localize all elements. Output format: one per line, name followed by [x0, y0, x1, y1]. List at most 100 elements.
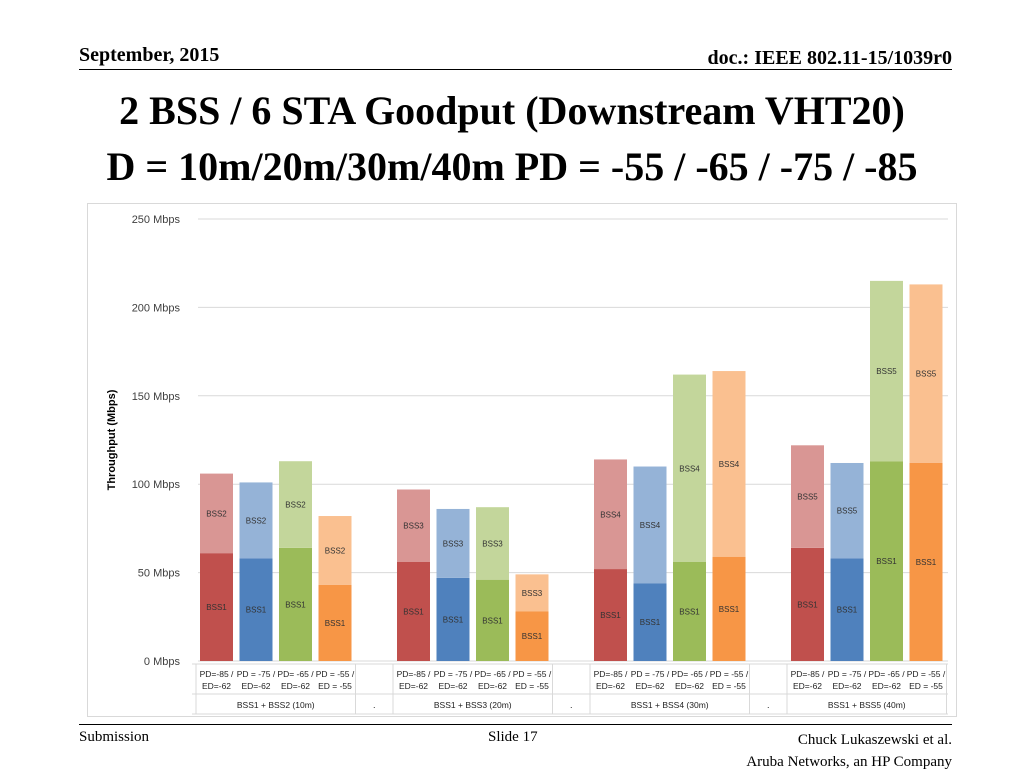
y-tick-label: 100 Mbps	[132, 479, 181, 491]
bar-segment-bss1	[476, 579, 509, 661]
bar-segment-bss1	[909, 462, 943, 661]
category-label-ed: ED = -55	[712, 681, 746, 691]
footer-company: Aruba Networks, an HP Company	[746, 754, 952, 770]
bar-segment-label: BSS1	[916, 558, 937, 567]
bar-segment-bss1	[594, 569, 627, 661]
y-tick-label: 150 Mbps	[132, 391, 181, 403]
bar-segment-label: BSS4	[600, 510, 621, 519]
category-label-pd: PD= -65 /	[474, 669, 511, 679]
bar-segment-label: BSS1	[206, 603, 227, 612]
bar-segment-bss1	[515, 611, 549, 661]
bar-segment-bss2	[318, 516, 352, 585]
group-separator-label: .	[767, 700, 770, 710]
category-label-ed: ED=-62	[793, 681, 822, 691]
footer-author-name: Chuck Lukaszewski et al.	[797, 732, 952, 748]
group-label: BSS1 + BSS5 (40m)	[828, 700, 906, 710]
group-separator-label: .	[373, 700, 376, 710]
category-label-pd: PD = -75 /	[631, 669, 670, 679]
goodput-chart: 0 Mbps 50 Mbps 100 Mbps 150 Mbps 200 Mbps 250…	[106, 214, 948, 715]
category-label-pd: PD=-85 /	[200, 669, 234, 679]
category-label-pd: PD = -55 /	[710, 669, 749, 679]
bar-segment-label: BSS3	[403, 522, 424, 531]
bar-segment-bss1	[712, 556, 746, 661]
category-label-pd: PD=-85 /	[594, 669, 628, 679]
bar-segment-bss4	[673, 374, 706, 562]
bar-segment-label: BSS4	[640, 521, 661, 530]
category-label-ed: ED=-62	[675, 681, 704, 691]
bar-segment-bss1	[200, 553, 233, 661]
bar-segment-bss4	[712, 371, 746, 557]
bar-segment-label: BSS3	[443, 539, 464, 548]
bar-segment-bss5	[909, 284, 943, 463]
y-tick-label: 0 Mbps	[144, 656, 181, 668]
bar-segment-label: BSS5	[797, 493, 818, 502]
bar-segment-label: BSS3	[522, 589, 543, 598]
bar-segment-bss1	[239, 558, 273, 661]
bar-segment-bss4	[633, 466, 667, 584]
document-id: doc.: IEEE 802.11-15/1039r0	[707, 47, 952, 69]
bar-segment-bss1	[673, 561, 706, 661]
category-label-pd: PD= -65 /	[277, 669, 314, 679]
bar-segment-label: BSS1	[837, 606, 858, 615]
bar-segment-label: BSS4	[719, 460, 740, 469]
bar-segment-bss4	[594, 459, 627, 570]
bar-segment-label: BSS1	[443, 615, 464, 624]
slide-number: Slide 17	[488, 729, 538, 745]
bar-segment-label: BSS2	[246, 516, 267, 525]
category-label-ed: ED=-62	[832, 681, 861, 691]
category-label-pd: PD= -65 /	[671, 669, 708, 679]
bar-segment-label: BSS1	[876, 557, 897, 566]
slide-title-line-1: 2 BSS / 6 STA Goodput (Downstream VHT20)	[119, 88, 905, 133]
bar-segment-bss3	[397, 489, 430, 562]
bar-segment-bss1	[633, 583, 667, 661]
bar-segment-label: BSS5	[837, 507, 858, 516]
category-label-pd: PD = -55 /	[907, 669, 946, 679]
category-label-ed: ED=-62	[478, 681, 507, 691]
group-label: BSS1 + BSS2 (10m)	[237, 700, 315, 710]
category-label-ed: ED=-62	[635, 681, 664, 691]
bar-segment-label: BSS2	[285, 501, 306, 510]
slide-date: September, 2015	[79, 44, 220, 66]
y-axis-title: Throughput (Mbps)	[106, 389, 118, 490]
bar-segment-label: BSS2	[206, 509, 227, 518]
category-label-ed: ED = -55	[515, 681, 549, 691]
bar-segment-bss2	[279, 461, 312, 548]
bar-segment-label: BSS1	[325, 619, 346, 628]
bar-segment-bss1	[830, 558, 864, 661]
bar-segment-label: BSS1	[403, 607, 424, 616]
category-label-pd: PD = -55 /	[316, 669, 355, 679]
bar-segment-bss3	[515, 574, 549, 612]
category-label-ed: ED=-62	[872, 681, 901, 691]
bar-segment-label: BSS4	[679, 464, 700, 473]
bar-segment-bss1	[870, 461, 903, 661]
bar-segment-bss5	[830, 462, 864, 559]
bar-segment-bss1	[436, 577, 470, 661]
bar-segment-label: BSS1	[719, 605, 740, 614]
category-label-ed: ED = -55	[909, 681, 943, 691]
y-tick-label: 50 Mbps	[138, 568, 181, 580]
footer-authors: Chuck Lukaszewski et al. Aruba Networks,…	[746, 729, 952, 773]
bar-segment-bss1	[397, 561, 430, 661]
bar-segment-label: BSS1	[640, 618, 661, 627]
category-label-ed: ED = -55	[318, 681, 352, 691]
bar-segment-bss1	[318, 584, 352, 661]
category-label-pd: PD = -55 /	[513, 669, 552, 679]
bar-segment-bss5	[791, 445, 824, 548]
category-label-ed: ED=-62	[596, 681, 625, 691]
category-label-ed: ED=-62	[202, 681, 231, 691]
bar-segment-label: BSS1	[246, 606, 267, 615]
category-label-pd: PD = -75 /	[237, 669, 276, 679]
bar-segment-label: BSS1	[797, 600, 818, 609]
group-label: BSS1 + BSS4 (30m)	[631, 700, 709, 710]
y-tick-label: 250 Mbps	[132, 214, 181, 226]
chart-frame: 0 Mbps 50 Mbps 100 Mbps 150 Mbps 200 Mbps 250…	[87, 203, 957, 717]
category-label-ed: ED=-62	[399, 681, 428, 691]
bar-segment-bss1	[791, 547, 824, 661]
bar-segment-bss3	[476, 507, 509, 580]
category-label-pd: PD=-85 /	[791, 669, 825, 679]
y-tick-label: 200 Mbps	[132, 302, 181, 314]
category-label-ed: ED=-62	[438, 681, 467, 691]
category-label-ed: ED=-62	[241, 681, 270, 691]
bar-segment-bss3	[436, 508, 470, 578]
slide-title-line-2: D = 10m/20m/30m/40m PD = -55 / -65 / -75…	[106, 144, 918, 189]
